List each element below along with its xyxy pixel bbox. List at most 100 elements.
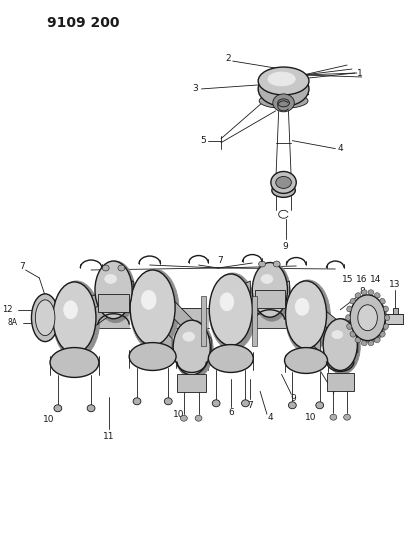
Ellipse shape xyxy=(252,263,287,317)
Bar xyxy=(177,375,206,392)
Ellipse shape xyxy=(96,261,135,322)
Ellipse shape xyxy=(344,414,351,420)
Ellipse shape xyxy=(346,315,351,321)
Ellipse shape xyxy=(350,295,385,341)
Ellipse shape xyxy=(195,415,202,421)
Ellipse shape xyxy=(183,332,195,341)
Polygon shape xyxy=(250,281,289,319)
Ellipse shape xyxy=(278,99,289,107)
Ellipse shape xyxy=(355,293,360,298)
Text: 9: 9 xyxy=(283,241,289,251)
Ellipse shape xyxy=(105,274,116,284)
Ellipse shape xyxy=(347,324,352,329)
Ellipse shape xyxy=(208,345,253,373)
Ellipse shape xyxy=(102,265,109,271)
Ellipse shape xyxy=(53,282,96,353)
Ellipse shape xyxy=(368,290,374,295)
Ellipse shape xyxy=(174,320,213,379)
Ellipse shape xyxy=(330,414,337,420)
Ellipse shape xyxy=(258,71,309,107)
Ellipse shape xyxy=(258,67,309,95)
Bar xyxy=(255,290,284,308)
Ellipse shape xyxy=(383,306,388,312)
Ellipse shape xyxy=(133,398,141,405)
Text: 14: 14 xyxy=(370,276,381,285)
Ellipse shape xyxy=(374,293,380,298)
Ellipse shape xyxy=(295,298,309,315)
Text: 16: 16 xyxy=(356,276,367,285)
Ellipse shape xyxy=(130,270,175,345)
Ellipse shape xyxy=(273,261,280,267)
Ellipse shape xyxy=(272,183,295,197)
Ellipse shape xyxy=(350,298,355,304)
Ellipse shape xyxy=(276,176,291,188)
Ellipse shape xyxy=(253,263,291,321)
Text: 2: 2 xyxy=(225,54,231,62)
Ellipse shape xyxy=(259,93,308,108)
Bar xyxy=(393,308,398,314)
Text: 7: 7 xyxy=(19,262,25,271)
Ellipse shape xyxy=(323,319,357,370)
Ellipse shape xyxy=(212,400,220,407)
Text: 7: 7 xyxy=(217,255,223,264)
Ellipse shape xyxy=(129,343,176,370)
Ellipse shape xyxy=(220,293,234,311)
Ellipse shape xyxy=(347,306,352,312)
Bar xyxy=(327,374,354,391)
Ellipse shape xyxy=(380,332,385,337)
Ellipse shape xyxy=(374,337,380,343)
Bar xyxy=(175,308,209,328)
Ellipse shape xyxy=(385,315,390,321)
Ellipse shape xyxy=(350,332,355,337)
Text: 13: 13 xyxy=(389,280,401,289)
Text: 12: 12 xyxy=(2,305,13,314)
Ellipse shape xyxy=(242,400,249,407)
Ellipse shape xyxy=(352,297,387,343)
Text: 6: 6 xyxy=(228,408,234,417)
Ellipse shape xyxy=(53,281,100,359)
Ellipse shape xyxy=(180,415,187,421)
Polygon shape xyxy=(321,307,358,352)
Bar xyxy=(252,308,286,328)
Polygon shape xyxy=(211,281,250,319)
Polygon shape xyxy=(57,281,133,327)
Ellipse shape xyxy=(259,261,266,267)
Ellipse shape xyxy=(209,273,256,351)
Text: 4: 4 xyxy=(337,144,343,153)
Bar xyxy=(201,296,206,345)
Text: 5: 5 xyxy=(201,136,206,145)
Ellipse shape xyxy=(286,280,330,353)
Ellipse shape xyxy=(32,294,59,342)
Ellipse shape xyxy=(118,265,125,271)
Bar xyxy=(98,294,129,312)
Ellipse shape xyxy=(355,337,360,343)
Ellipse shape xyxy=(273,94,294,112)
Ellipse shape xyxy=(361,341,367,346)
Polygon shape xyxy=(94,281,133,327)
Text: 8A: 8A xyxy=(8,318,18,327)
Ellipse shape xyxy=(271,172,296,193)
Bar xyxy=(96,308,130,328)
Ellipse shape xyxy=(50,348,99,377)
Ellipse shape xyxy=(54,405,62,411)
Ellipse shape xyxy=(324,319,360,375)
Polygon shape xyxy=(289,307,321,352)
Ellipse shape xyxy=(361,290,367,295)
Ellipse shape xyxy=(209,274,252,345)
Text: 1: 1 xyxy=(357,69,363,77)
Text: 7: 7 xyxy=(330,387,336,396)
Bar xyxy=(252,296,257,345)
Text: 10: 10 xyxy=(43,415,55,424)
Ellipse shape xyxy=(95,261,132,319)
Text: 11: 11 xyxy=(103,432,114,441)
Ellipse shape xyxy=(64,301,77,319)
Ellipse shape xyxy=(35,300,55,336)
Ellipse shape xyxy=(383,324,388,329)
Ellipse shape xyxy=(289,402,296,409)
Ellipse shape xyxy=(284,348,328,374)
Ellipse shape xyxy=(261,274,273,284)
Text: 10: 10 xyxy=(173,410,185,419)
Polygon shape xyxy=(172,299,211,357)
Text: 9109 200: 9109 200 xyxy=(47,17,120,30)
Text: 7: 7 xyxy=(247,401,253,410)
